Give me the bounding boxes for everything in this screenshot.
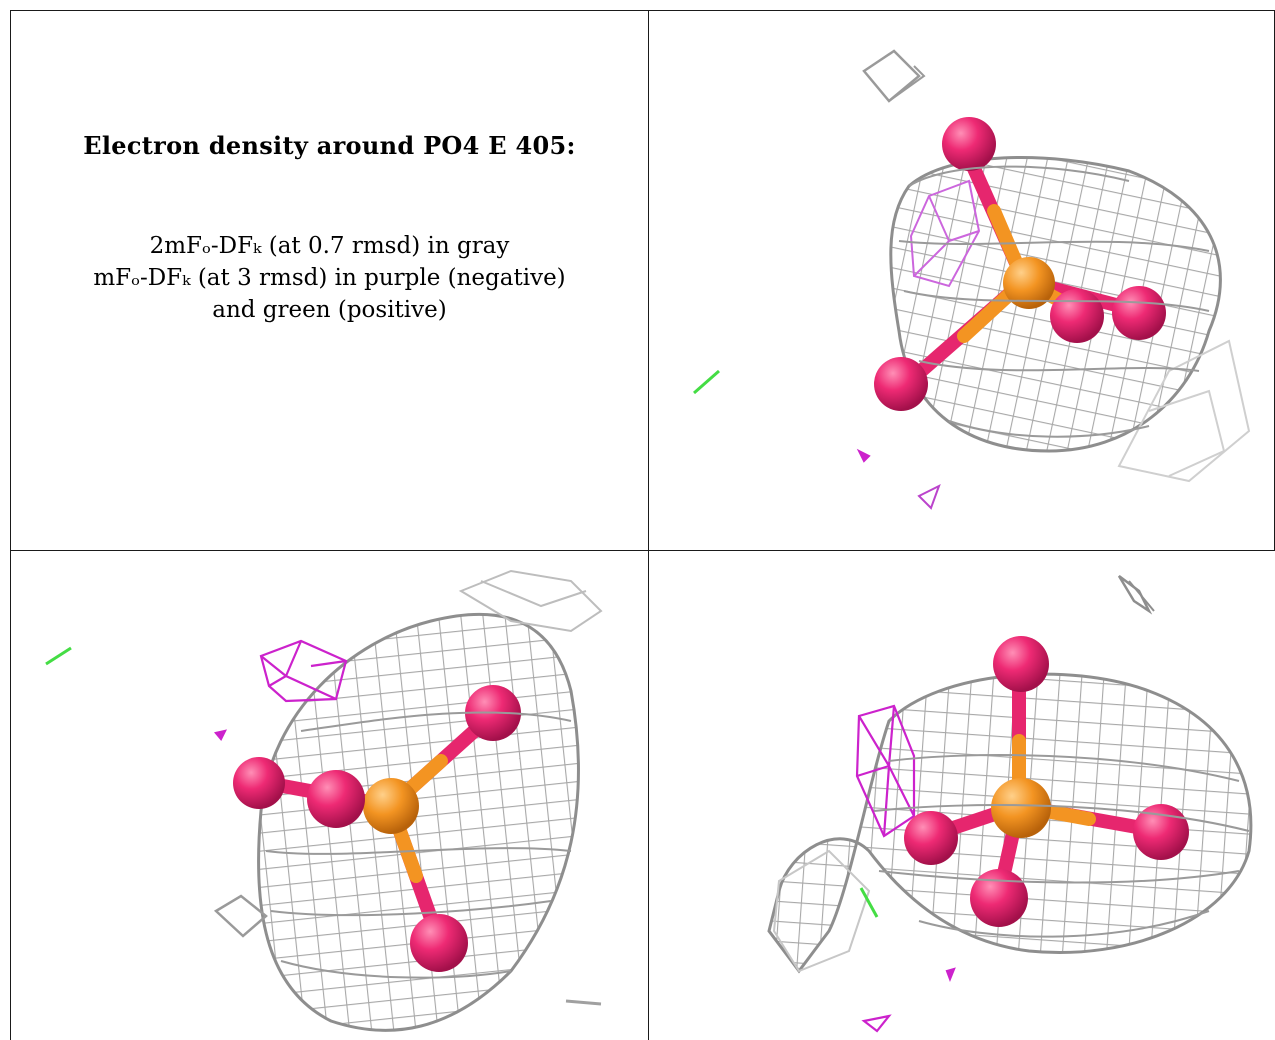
density-render-bottom-right (767, 575, 1253, 1033)
po4-atoms (233, 685, 521, 972)
top-border (10, 10, 1275, 11)
po4-atoms (904, 636, 1189, 927)
left-border (10, 10, 11, 1040)
figure-grid: Electron density around PO4 E 405: 2mFₒ-… (10, 10, 1275, 1040)
density-render-top-right (693, 49, 1251, 510)
positive-difference-density (45, 646, 72, 666)
negative-difference-density (855, 704, 956, 1033)
caption-line-2fofc: 2mFₒ-DFₖ (at 0.7 rmsd) in gray (149, 233, 510, 259)
view-bottom-right (649, 551, 1275, 1040)
caption-line-fofc: mFₒ-DFₖ (at 3 rmsd) in purple (negative) (93, 265, 566, 291)
view-top-right (649, 11, 1274, 550)
caption-cell: Electron density around PO4 E 405: 2mFₒ-… (11, 11, 648, 550)
negative-difference-density (213, 639, 348, 741)
view-bottom-left (11, 551, 648, 1040)
center-divider (648, 10, 649, 1040)
gray-density-mesh (862, 49, 1251, 483)
middle-border (10, 550, 1275, 551)
positive-difference-density (859, 887, 879, 918)
negative-difference-density (856, 179, 981, 510)
positive-difference-density (693, 369, 720, 395)
caption: Electron density around PO4 E 405: 2mFₒ-… (11, 131, 648, 326)
caption-title: Electron density around PO4 E 405: (83, 131, 576, 160)
po4-atoms (874, 117, 1166, 411)
density-render-bottom-left (45, 569, 603, 1032)
caption-line-colors: and green (positive) (212, 297, 447, 323)
